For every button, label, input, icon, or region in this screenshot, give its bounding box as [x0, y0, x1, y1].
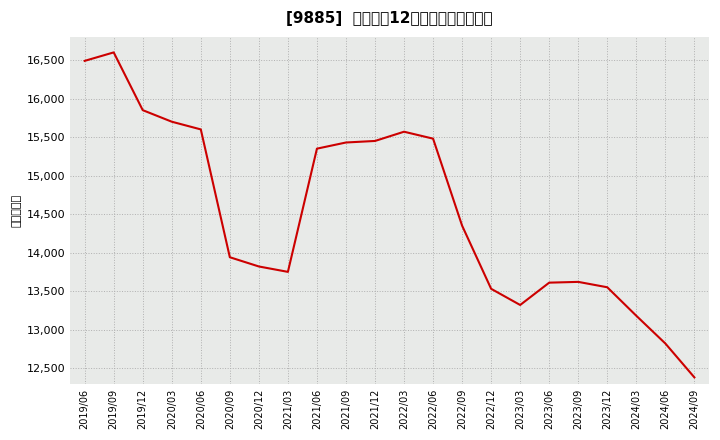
Title: [9885]  売上高の12か月移動合計の推移: [9885] 売上高の12か月移動合計の推移 [287, 11, 492, 26]
Y-axis label: （百万円）: （百万円） [11, 194, 21, 227]
